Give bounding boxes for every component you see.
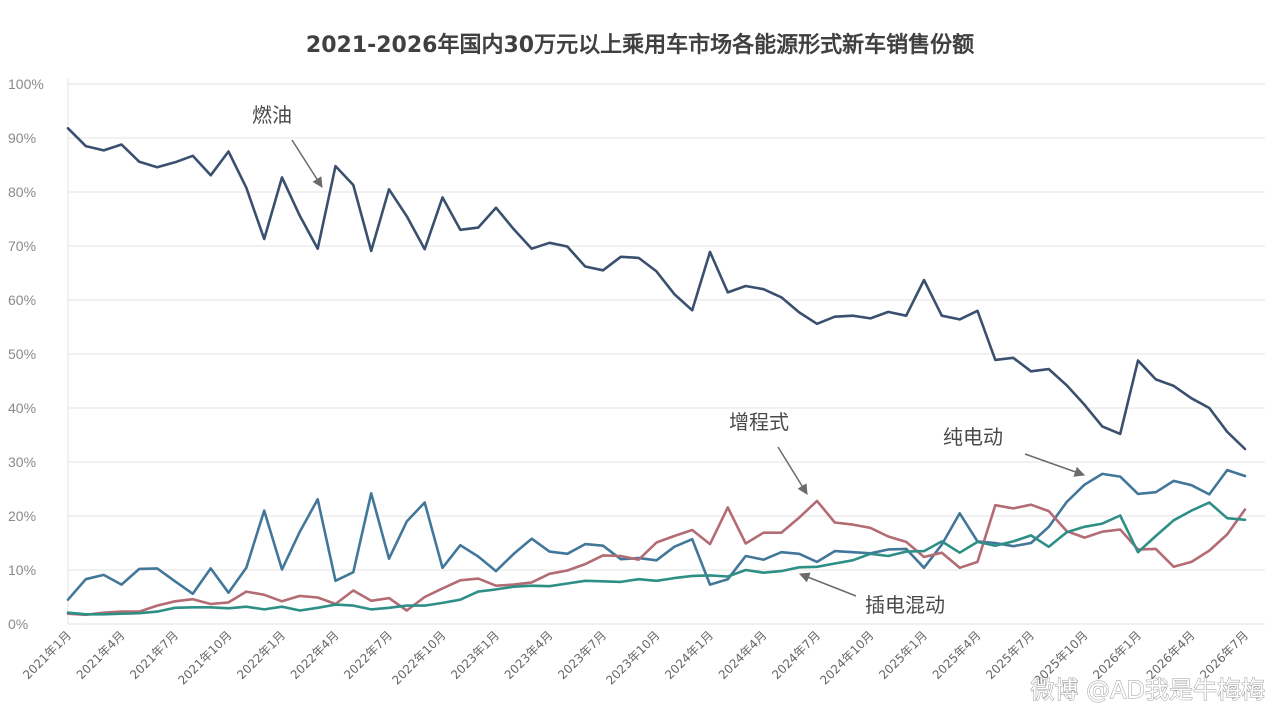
y-tick-label: 30% [8,454,36,470]
y-axis-ticks: 0% 10% 20% 30% 40% 50% 60% 70% 80% 90% 100% [8,76,44,632]
annotation-label: 增程式 [729,410,789,434]
x-tick-label: 2026年4月 [1144,628,1198,682]
x-tick-label: 2021年1月 [20,628,74,682]
x-tick-label: 2024年1月 [662,628,716,682]
series-lines [66,127,1247,617]
x-tick-label: 2021年4月 [74,628,128,682]
y-tick-label: 40% [8,400,36,416]
annotation-label: 纯电动 [943,425,1003,449]
annotation-arrow [799,572,857,597]
y-tick-label: 70% [8,238,36,254]
annotation-arrow [1024,453,1085,477]
y-tick-label: 0% [8,616,28,632]
annotation-arrow [777,446,808,495]
x-tick-label: 2022年7月 [341,628,395,682]
gridlines [67,78,1265,625]
x-tick-label: 2023年7月 [555,628,609,682]
x-tick-label: 2023年1月 [448,628,502,682]
x-tick-label: 2022年4月 [288,628,342,682]
x-tick-label: 2022年1月 [234,628,288,682]
y-tick-label: 100% [8,76,44,92]
x-tick-label: 2026年7月 [1197,628,1251,682]
x-tick-label: 2024年7月 [769,628,823,682]
y-tick-label: 60% [8,292,36,308]
x-tick-label: 2022年10月 [389,628,448,687]
x-tick-label: 2026年1月 [1090,628,1144,682]
y-tick-label: 10% [8,562,36,578]
y-tick-label: 20% [8,508,36,524]
x-tick-label: 2021年7月 [127,628,181,682]
x-tick-label: 2023年4月 [502,628,556,682]
watermark: 微博 @AD我是牛梅梅 [1030,676,1265,704]
x-tick-label: 2024年4月 [716,628,770,682]
x-tick-label: 2023年10月 [603,628,662,687]
annotation-label: 插电混动 [865,593,945,617]
annotation-arrow [291,139,323,188]
series-line-插电混动 [66,501,1247,616]
x-tick-label: 2025年7月 [983,628,1037,682]
annotation-label: 燃油 [252,103,292,127]
x-tick-label: 2025年1月 [876,628,930,682]
series-line-燃油 [66,127,1247,451]
y-tick-label: 80% [8,184,36,200]
y-tick-label: 50% [8,346,36,362]
x-tick-label: 2024年10月 [817,628,876,687]
series-line-纯电动 [66,468,1247,602]
y-tick-label: 90% [8,130,36,146]
chart-title: 2021-2026年国内30万元以上乘用车市场各能源形式新车销售份额 [306,32,974,58]
x-tick-label: 2025年4月 [930,628,984,682]
series-line-增程式 [66,499,1247,617]
x-tick-label: 2021年10月 [175,628,234,687]
